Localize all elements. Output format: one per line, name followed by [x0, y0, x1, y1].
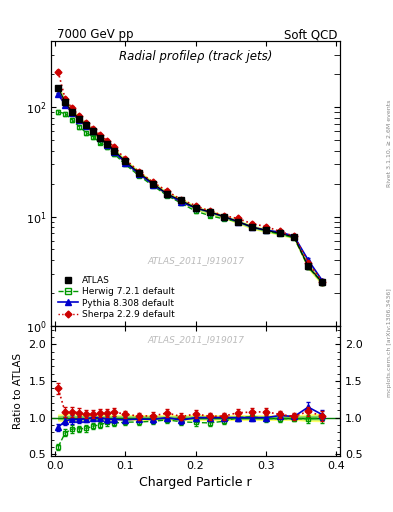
Legend: ATLAS, Herwig 7.2.1 default, Pythia 8.308 default, Sherpa 2.2.9 default: ATLAS, Herwig 7.2.1 default, Pythia 8.30… — [55, 273, 177, 322]
Text: Rivet 3.1.10, ≥ 2.6M events: Rivet 3.1.10, ≥ 2.6M events — [387, 100, 392, 187]
Text: Soft QCD: Soft QCD — [285, 28, 338, 41]
Text: ATLAS_2011_I919017: ATLAS_2011_I919017 — [147, 335, 244, 344]
Text: Radial profileρ (track jets): Radial profileρ (track jets) — [119, 50, 272, 62]
Text: ATLAS_2011_I919017: ATLAS_2011_I919017 — [147, 256, 244, 265]
Text: 7000 GeV pp: 7000 GeV pp — [57, 28, 134, 41]
X-axis label: Charged Particle r: Charged Particle r — [139, 476, 252, 489]
Text: mcplots.cern.ch [arXiv:1306.3436]: mcplots.cern.ch [arXiv:1306.3436] — [387, 289, 392, 397]
Y-axis label: Ratio to ATLAS: Ratio to ATLAS — [13, 353, 23, 429]
